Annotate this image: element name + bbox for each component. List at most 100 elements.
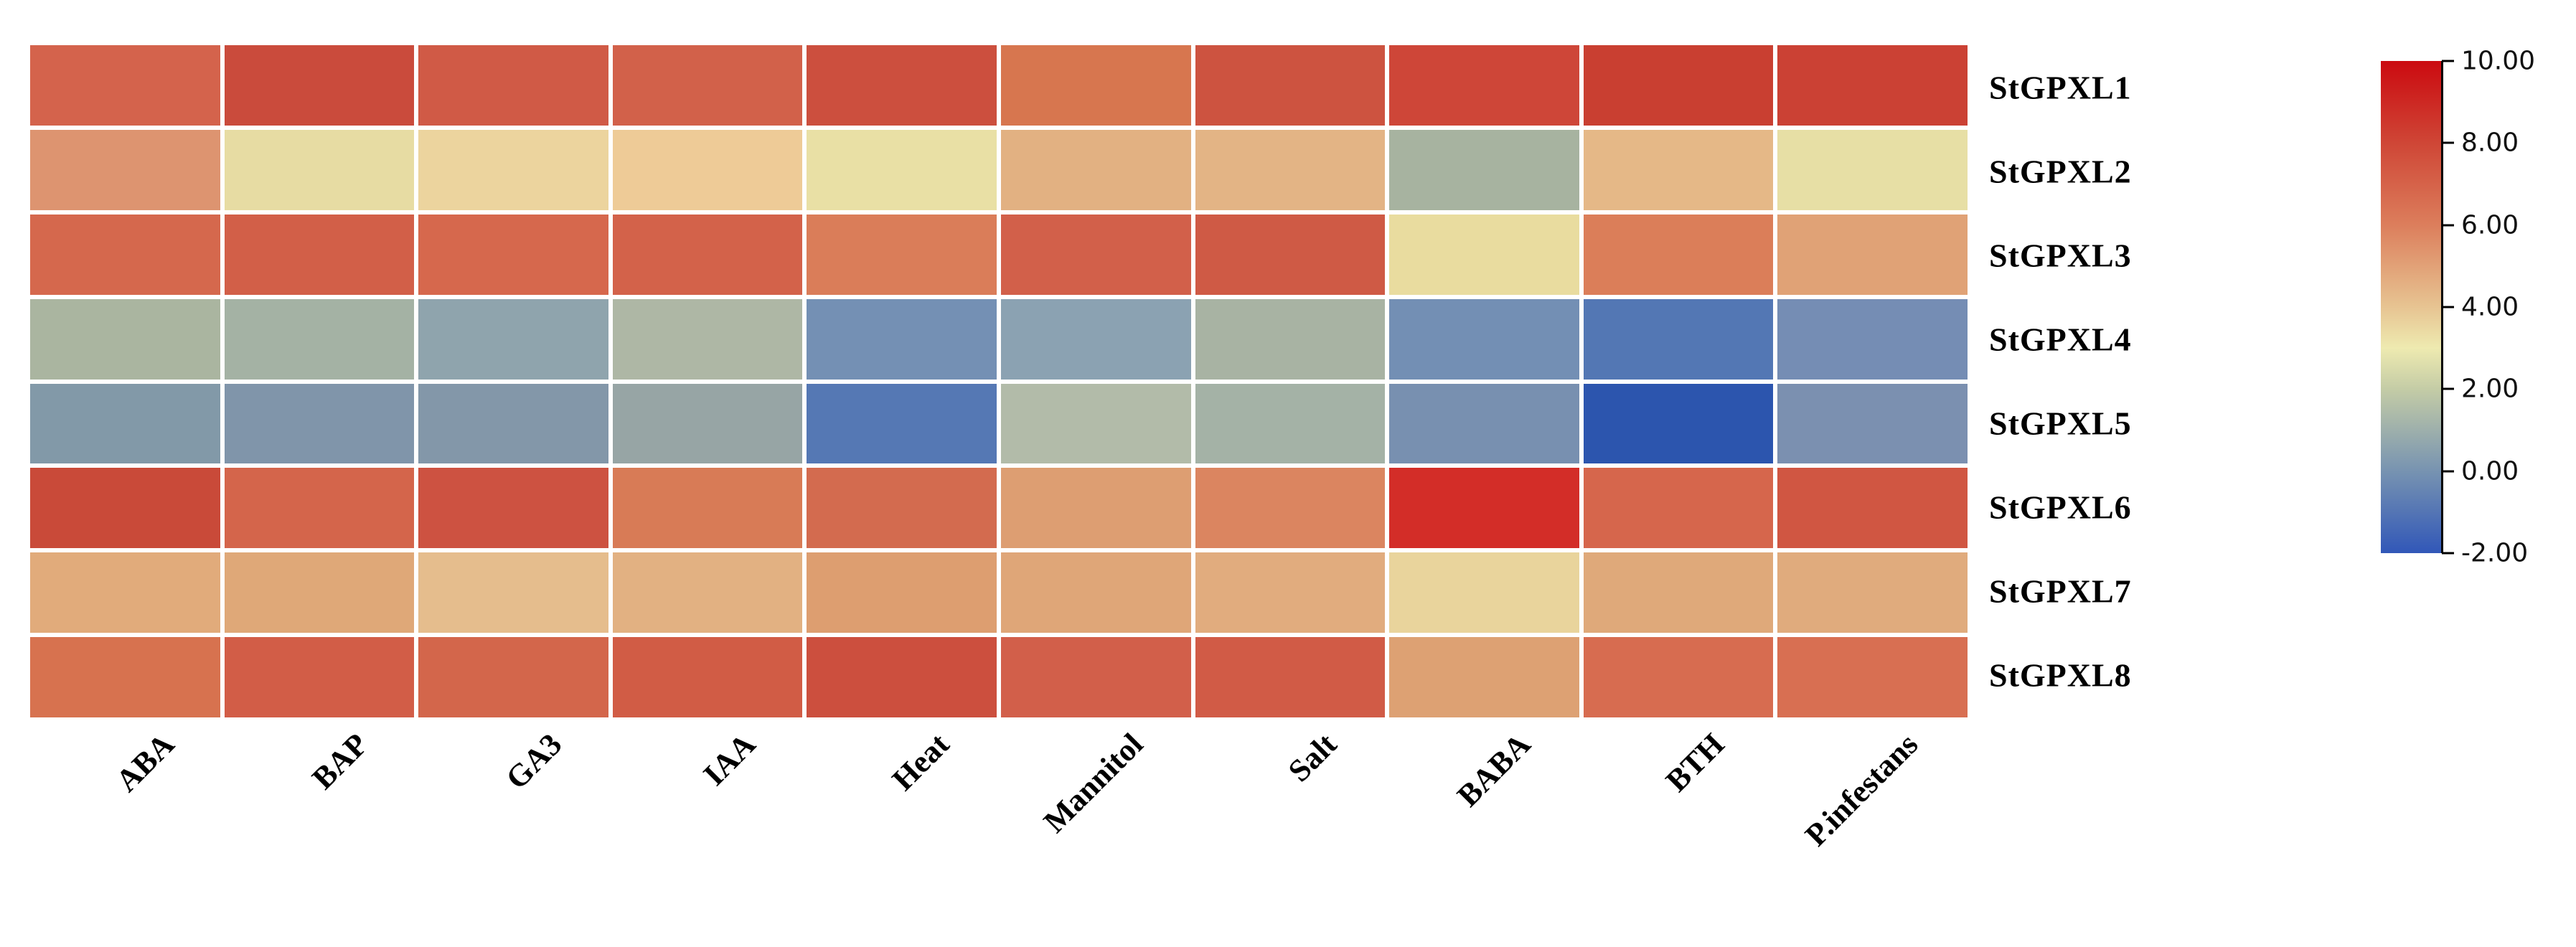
x-label-BABA: BABA (1450, 726, 1538, 814)
row-label-StGPXL7: StGPXL7 (1989, 573, 2132, 610)
cell-StGPXL6-BABA (1389, 468, 1579, 549)
cell-StGPXL3-P.infestans (1777, 214, 1968, 295)
cell-StGPXL1-IAA (612, 45, 803, 126)
cell-StGPXL3-GA3 (418, 214, 608, 295)
cell-StGPXL6-P.infestans (1777, 468, 1968, 549)
cell-StGPXL3-Heat (807, 214, 997, 295)
cell-StGPXL2-Mannitol (1001, 129, 1191, 210)
cell-StGPXL4-GA3 (418, 298, 608, 380)
cell-StGPXL4-BAP (224, 298, 415, 380)
cell-StGPXL7-Heat (807, 552, 997, 633)
cell-StGPXL8-GA3 (418, 637, 608, 717)
x-label-IAA: IAA (696, 726, 763, 793)
cell-StGPXL8-BTH (1583, 637, 1774, 717)
cell-StGPXL7-Salt (1195, 552, 1386, 633)
row-label-StGPXL5: StGPXL5 (1989, 405, 2132, 442)
heatmap-grid (30, 45, 1968, 717)
cell-StGPXL4-Mannitol (1001, 298, 1191, 380)
colorbar-tick-6.00 (2442, 224, 2454, 227)
cell-StGPXL6-Heat (807, 468, 997, 549)
colorbar-tick-0.00 (2442, 470, 2454, 473)
row-label-StGPXL3: StGPXL3 (1989, 237, 2132, 274)
cell-StGPXL2-IAA (612, 129, 803, 210)
cell-StGPXL6-ABA (30, 468, 220, 549)
cell-StGPXL1-P.infestans (1777, 45, 1968, 126)
cell-StGPXL8-IAA (612, 637, 803, 717)
cell-StGPXL7-GA3 (418, 552, 608, 633)
cell-StGPXL3-BTH (1583, 214, 1774, 295)
colorbar-tick-label-0.00: 0.00 (2461, 456, 2519, 486)
cell-StGPXL5-IAA (612, 383, 803, 464)
cell-StGPXL2-P.infestans (1777, 129, 1968, 210)
colorbar-tick-4.00 (2442, 306, 2454, 308)
cell-StGPXL5-ABA (30, 383, 220, 464)
cell-StGPXL7-ABA (30, 552, 220, 633)
cell-StGPXL1-BAP (224, 45, 415, 126)
cell-StGPXL4-IAA (612, 298, 803, 380)
cell-StGPXL3-Salt (1195, 214, 1386, 295)
cell-StGPXL8-Heat (807, 637, 997, 717)
cell-StGPXL7-IAA (612, 552, 803, 633)
cell-StGPXL4-Salt (1195, 298, 1386, 380)
x-label-BAP: BAP (305, 726, 375, 796)
cell-StGPXL4-BTH (1583, 298, 1774, 380)
cell-StGPXL6-GA3 (418, 468, 608, 549)
row-label-StGPXL6: StGPXL6 (1989, 489, 2132, 526)
cell-StGPXL6-BAP (224, 468, 415, 549)
cell-StGPXL8-Mannitol (1001, 637, 1191, 717)
cell-StGPXL3-BABA (1389, 214, 1579, 295)
colorbar: 10.00 8.00 6.00 4.00 2.00 0.00 -2.00 (2381, 47, 2535, 568)
cell-StGPXL5-BABA (1389, 383, 1579, 464)
cell-StGPXL4-P.infestans (1777, 298, 1968, 380)
colorbar-tick-label-10.00: 10.00 (2461, 46, 2536, 76)
cell-StGPXL2-BAP (224, 129, 415, 210)
cell-StGPXL7-Mannitol (1001, 552, 1191, 633)
x-label-Heat: Heat (885, 726, 956, 798)
cell-StGPXL1-Mannitol (1001, 45, 1191, 126)
cell-StGPXL2-Heat (807, 129, 997, 210)
cell-StGPXL5-Heat (807, 383, 997, 464)
cell-StGPXL3-IAA (612, 214, 803, 295)
colorbar-tick-label-4.00: 4.00 (2461, 292, 2519, 322)
colorbar-tick-2.00 (2442, 387, 2454, 390)
cell-StGPXL1-BTH (1583, 45, 1774, 126)
cell-StGPXL3-Mannitol (1001, 214, 1191, 295)
cell-StGPXL7-BAP (224, 552, 415, 633)
row-label-StGPXL1: StGPXL1 (1989, 69, 2132, 106)
cell-StGPXL4-BABA (1389, 298, 1579, 380)
cell-StGPXL3-ABA (30, 214, 220, 295)
colorbar-tick--2.00 (2442, 552, 2454, 555)
x-label-ABA: ABA (109, 726, 182, 799)
x-label-Mannitol: Mannitol (1036, 726, 1150, 840)
cell-StGPXL2-BABA (1389, 129, 1579, 210)
colorbar-tick-8.00 (2442, 141, 2454, 144)
colorbar-tick-label-2.00: 2.00 (2461, 374, 2519, 404)
cell-StGPXL1-ABA (30, 45, 220, 126)
cell-StGPXL1-BABA (1389, 45, 1579, 126)
x-label-Salt: Salt (1281, 726, 1344, 789)
cell-StGPXL6-IAA (612, 468, 803, 549)
colorbar-tick-label-6.00: 6.00 (2461, 210, 2519, 240)
cell-StGPXL7-BABA (1389, 552, 1579, 633)
cell-StGPXL8-ABA (30, 637, 220, 717)
row-label-StGPXL4: StGPXL4 (1989, 321, 2132, 358)
cell-StGPXL5-BTH (1583, 383, 1774, 464)
cell-StGPXL4-Heat (807, 298, 997, 380)
cell-StGPXL5-Mannitol (1001, 383, 1191, 464)
x-label-BTH: BTH (1659, 726, 1731, 799)
colorbar-tick-label-8.00: 8.00 (2461, 128, 2519, 158)
cell-StGPXL8-Salt (1195, 637, 1386, 717)
cell-StGPXL2-ABA (30, 129, 220, 210)
row-label-StGPXL2: StGPXL2 (1989, 153, 2132, 190)
cell-StGPXL6-Mannitol (1001, 468, 1191, 549)
cell-StGPXL6-BTH (1583, 468, 1774, 549)
cell-StGPXL2-Salt (1195, 129, 1386, 210)
cell-StGPXL4-ABA (30, 298, 220, 380)
cell-StGPXL8-BABA (1389, 637, 1579, 717)
cell-StGPXL1-Salt (1195, 45, 1386, 126)
cell-StGPXL5-Salt (1195, 383, 1386, 464)
colorbar-tick-10.00 (2442, 60, 2454, 62)
cell-StGPXL2-BTH (1583, 129, 1774, 210)
cell-StGPXL1-Heat (807, 45, 997, 126)
cell-StGPXL5-GA3 (418, 383, 608, 464)
